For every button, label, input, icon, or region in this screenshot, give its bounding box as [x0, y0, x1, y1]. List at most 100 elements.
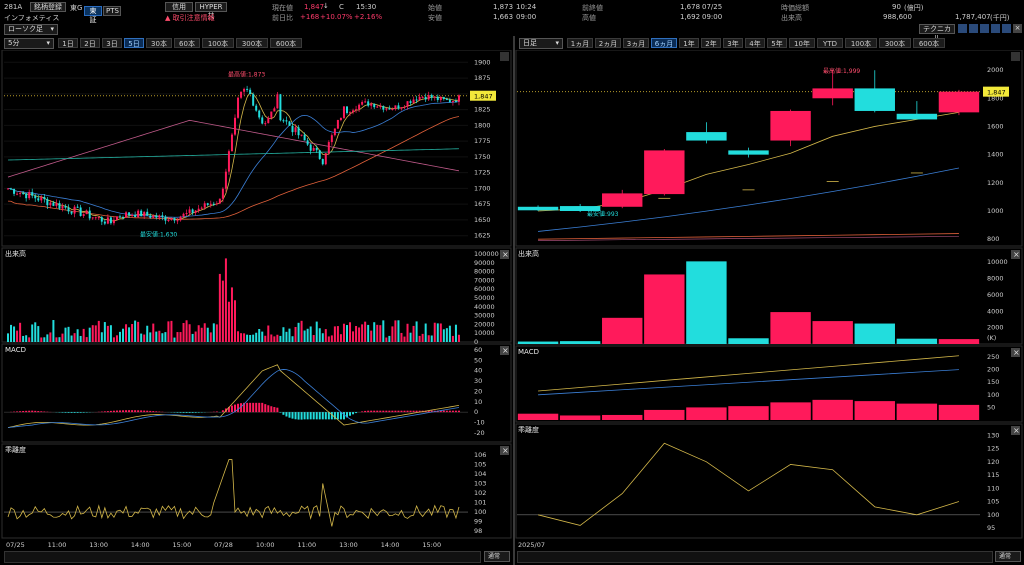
right-scroll-mode[interactable]: 通常: [995, 551, 1021, 562]
right-period-tab-8[interactable]: 5年: [767, 38, 787, 48]
ma-extra-line: [538, 236, 959, 241]
left-period-tab-4[interactable]: 30本: [146, 38, 172, 48]
candle: [261, 117, 264, 124]
candle: [79, 207, 82, 216]
close-icon[interactable]: ×: [1013, 24, 1022, 33]
left-scroll-mode[interactable]: 通常: [484, 551, 510, 562]
interval-select[interactable]: 5分 ▾: [4, 38, 54, 49]
right-interval-select[interactable]: 日足 ▾: [519, 38, 563, 49]
volume-bar: [140, 333, 143, 342]
candle: [273, 108, 276, 112]
left-period-tab-0[interactable]: 1日: [58, 38, 78, 48]
right-period-tab-0[interactable]: 1ヵ月: [567, 38, 593, 48]
left-macd-tick-0: 60: [474, 346, 482, 354]
candle: [100, 217, 103, 222]
macd-hist-bar: [451, 410, 454, 413]
macd-hist-bar: [896, 403, 938, 420]
volume-bar: [25, 335, 28, 342]
volume-bar: [261, 331, 264, 342]
right-psy-tick-3: 115: [987, 471, 999, 479]
volume-bar: [176, 332, 179, 342]
draw-icon[interactable]: [958, 24, 967, 33]
macd-hist-bar: [31, 410, 34, 413]
candle: [140, 210, 143, 217]
volume-bar: [28, 337, 31, 342]
settings-icon[interactable]: [991, 24, 1000, 33]
prev-close-price: 1,678: [680, 3, 701, 11]
candle: [415, 99, 418, 101]
volume-bar: [164, 332, 167, 342]
margin-badge: 信用: [165, 2, 193, 12]
left-time-tick-3: 14:00: [131, 541, 150, 549]
volume-bar: [97, 320, 100, 342]
candle: [212, 203, 215, 205]
exchange-tse-button[interactable]: 東証: [84, 6, 102, 24]
macd-hist-bar: [61, 412, 64, 413]
left-chart[interactable]: 出来高×MACD×乖離度×190018751850182518001775175…: [0, 50, 513, 560]
left-period-tab-7[interactable]: 300本: [236, 38, 268, 48]
right-panel-1: [515, 247, 1023, 345]
right-scrollbar[interactable]: [517, 551, 993, 563]
candle: [134, 214, 137, 217]
close-icon: [1011, 426, 1020, 435]
close-icon-glyph: ×: [502, 446, 509, 455]
candle: [345, 106, 348, 114]
right-psy-tick-0: 130: [987, 431, 999, 439]
macd-hist-bar: [309, 412, 312, 420]
technical-button[interactable]: テクニカル: [919, 24, 955, 42]
right-period-tab-9[interactable]: 10年: [789, 38, 815, 48]
right-period-tab-7[interactable]: 4年: [745, 38, 765, 48]
right-chart[interactable]: 出来高 × MACD × 乖離度 × 2000 1800 1600 1400 1200 1000 800…: [515, 50, 1024, 560]
candle: [282, 120, 285, 122]
close-icon: [500, 250, 509, 259]
candle: [264, 123, 267, 125]
center-divider[interactable]: [513, 36, 515, 565]
candle: [285, 120, 288, 122]
macd-hist-bar: [373, 410, 376, 413]
left-period-tab-1[interactable]: 2日: [80, 38, 100, 48]
expand-icon[interactable]: [1002, 24, 1011, 33]
right-period-tab-12[interactable]: 300本: [879, 38, 911, 48]
volume-bar: [52, 320, 55, 342]
macd-hist-bar: [406, 410, 409, 413]
left-period-tab-6[interactable]: 100本: [202, 38, 234, 48]
volume-bar: [131, 324, 134, 342]
candle: [31, 192, 34, 196]
right-period-tab-2[interactable]: 3ヵ月: [623, 38, 649, 48]
left-time-tick-5: 07/28: [214, 541, 233, 549]
right-period-tab-4[interactable]: 1年: [679, 38, 699, 48]
left-period-tab-3[interactable]: 5日: [124, 38, 144, 48]
candle: [330, 135, 333, 143]
macd-hist-bar: [559, 415, 601, 420]
candle: [896, 113, 938, 120]
volume-bar: [16, 330, 19, 342]
left-scrollbar[interactable]: [4, 551, 481, 563]
grid-icon[interactable]: [969, 24, 978, 33]
watchlist-button[interactable]: 銘柄登録: [30, 2, 66, 12]
left-psy-tick-6: 100: [474, 508, 486, 516]
volume-bar: [517, 341, 559, 344]
right-price-tick-3: 1400: [987, 151, 1004, 159]
left-period-tab-8[interactable]: 600本: [270, 38, 302, 48]
right-period-tab-1[interactable]: 2ヵ月: [595, 38, 621, 48]
right-period-tab-5[interactable]: 2年: [701, 38, 721, 48]
right-period-tab-11[interactable]: 100本: [845, 38, 877, 48]
macd-hist-bar: [728, 406, 769, 420]
left-period-tab-5[interactable]: 60本: [174, 38, 200, 48]
layout-icon[interactable]: [980, 24, 989, 33]
warning-link[interactable]: ▲ 取引注意情報: [165, 13, 215, 23]
volume-bar: [70, 335, 73, 342]
macd-hist-bar: [854, 401, 895, 420]
macd-hist-bar: [342, 412, 345, 420]
right-period-tab-3[interactable]: 6ヵ月: [651, 38, 677, 48]
macd-hist-bar: [43, 411, 46, 413]
candle-type-select[interactable]: ローソク足 ▾: [4, 24, 58, 35]
exchange-pts-button[interactable]: PTS: [103, 6, 121, 16]
right-period-tab-6[interactable]: 3年: [723, 38, 743, 48]
left-price-tick-7: 1725: [474, 169, 491, 177]
right-period-tab-10[interactable]: YTD: [817, 38, 843, 48]
candle: [394, 105, 397, 109]
left-period-tab-2[interactable]: 3日: [102, 38, 122, 48]
volume-bar: [345, 325, 348, 342]
right-period-tab-13[interactable]: 600本: [913, 38, 945, 48]
